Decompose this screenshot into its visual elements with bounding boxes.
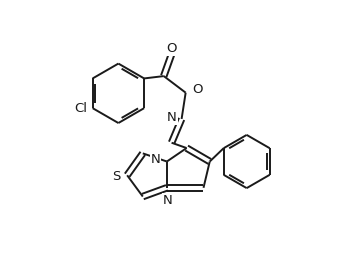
Text: N: N (163, 194, 172, 207)
Text: N: N (167, 111, 177, 124)
Text: Cl: Cl (74, 102, 87, 115)
Text: S: S (112, 170, 120, 183)
Text: O: O (167, 42, 177, 55)
Text: O: O (193, 83, 203, 96)
Text: N: N (150, 153, 160, 166)
